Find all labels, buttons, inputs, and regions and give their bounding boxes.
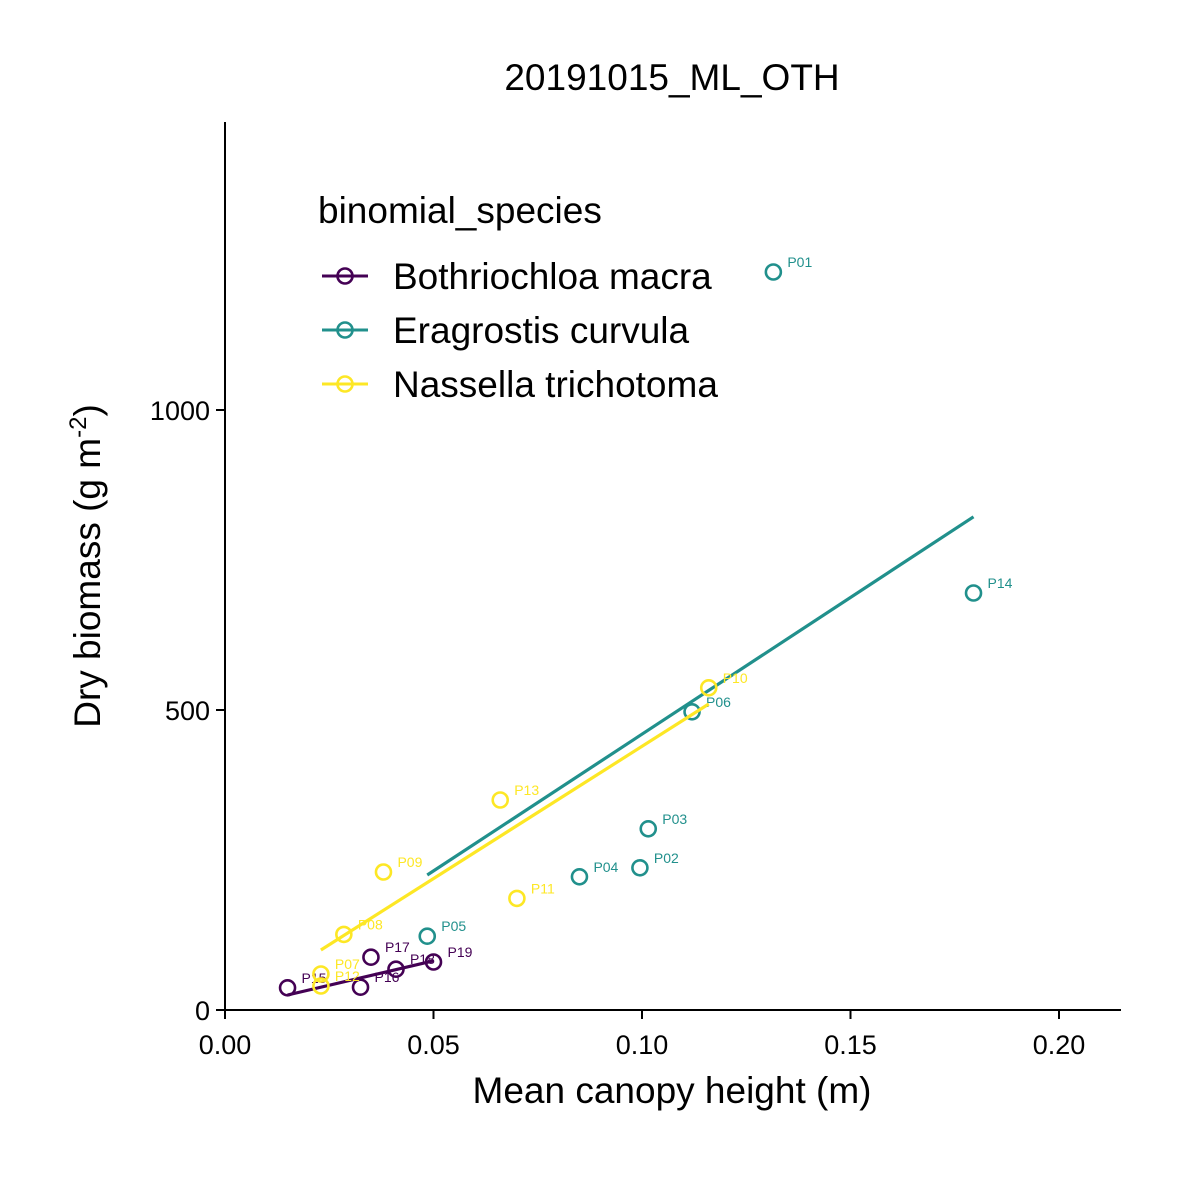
y-axis-title-main: Dry biomass (g m [67,438,108,728]
legend: binomial_species Bothriochloa macra Eragr… [318,190,718,405]
data-point [764,263,783,281]
data-point [631,858,649,877]
data-point [312,965,330,983]
data-point [508,889,526,908]
y-axis-title: Dry biomass (g m-2) [65,404,108,728]
data-point [699,678,718,697]
point-label: P04 [593,859,618,875]
x-tick-label: 0.05 [407,1030,460,1060]
point-label: P16 [375,969,400,985]
legend-entry: Bothriochloa macra [322,256,712,297]
point-label: P13 [514,782,539,798]
legend-entry: Eragrostis curvula [322,310,690,351]
data-point [335,925,353,944]
y-tick-label: 1000 [150,396,210,426]
series-2: P01 P14 P06 P03 P02 P04 P05 [418,254,1013,946]
point-label: P12 [335,968,360,984]
point-label: P02 [654,850,679,866]
x-ticks: 0.00 0.05 0.10 0.15 0.20 [199,1010,1086,1060]
x-tick-label: 0.00 [199,1030,252,1060]
legend-key-point [336,267,354,285]
legend-label: Eragrostis curvula [393,310,690,351]
data-point [491,791,510,809]
data-point [570,867,589,886]
chart-title: 20191015_ML_OTH [504,57,839,98]
point-label: P01 [787,254,812,270]
point-label: P03 [662,811,687,827]
data-point [351,978,370,997]
legend-key-point [336,375,354,393]
legend-label: Bothriochloa macra [393,256,712,297]
data-point [362,948,380,967]
point-label: P10 [723,670,748,686]
y-axis-title-superscript: -2 [65,417,92,438]
point-label: P05 [441,918,466,934]
point-label: P08 [358,916,383,932]
y-tick-label: 500 [165,696,210,726]
data-point [639,819,658,838]
point-label: P17 [385,939,410,955]
data-point [683,702,701,721]
y-tick-label: 0 [195,996,210,1026]
point-label: P07 [335,956,360,972]
y-axis-title-tail: ) [67,404,108,416]
data-point [312,977,330,995]
x-axis-title: Mean canopy height (m) [473,1070,872,1111]
point-label: P14 [988,575,1013,591]
legend-label: Nassella trichotoma [393,364,718,405]
data-point [278,978,297,997]
x-tick-label: 0.10 [616,1030,669,1060]
legend-key-point [336,321,354,339]
legend-title: binomial_species [318,190,602,231]
x-tick-label: 0.15 [824,1030,877,1060]
point-label: P19 [448,944,473,960]
series-layer: P15P17P18P16P19P01P14P06P03P02P04P05P10P… [278,254,1013,997]
data-point [424,953,443,971]
data-point [964,584,983,602]
fit-line [287,959,434,997]
point-label: P11 [531,880,555,896]
x-tick-label: 0.20 [1033,1030,1086,1060]
fit-line [426,515,975,877]
point-label: P06 [706,694,731,710]
fit-line [320,702,710,952]
point-label: P09 [397,854,422,870]
data-point [387,960,405,979]
y-ticks: 0 500 1000 [150,396,225,1026]
data-point [374,863,393,881]
data-point [418,927,437,946]
legend-entries: Bothriochloa macra Eragrostis curvula Nass… [322,256,718,405]
legend-entry: Nassella trichotoma [322,364,718,405]
